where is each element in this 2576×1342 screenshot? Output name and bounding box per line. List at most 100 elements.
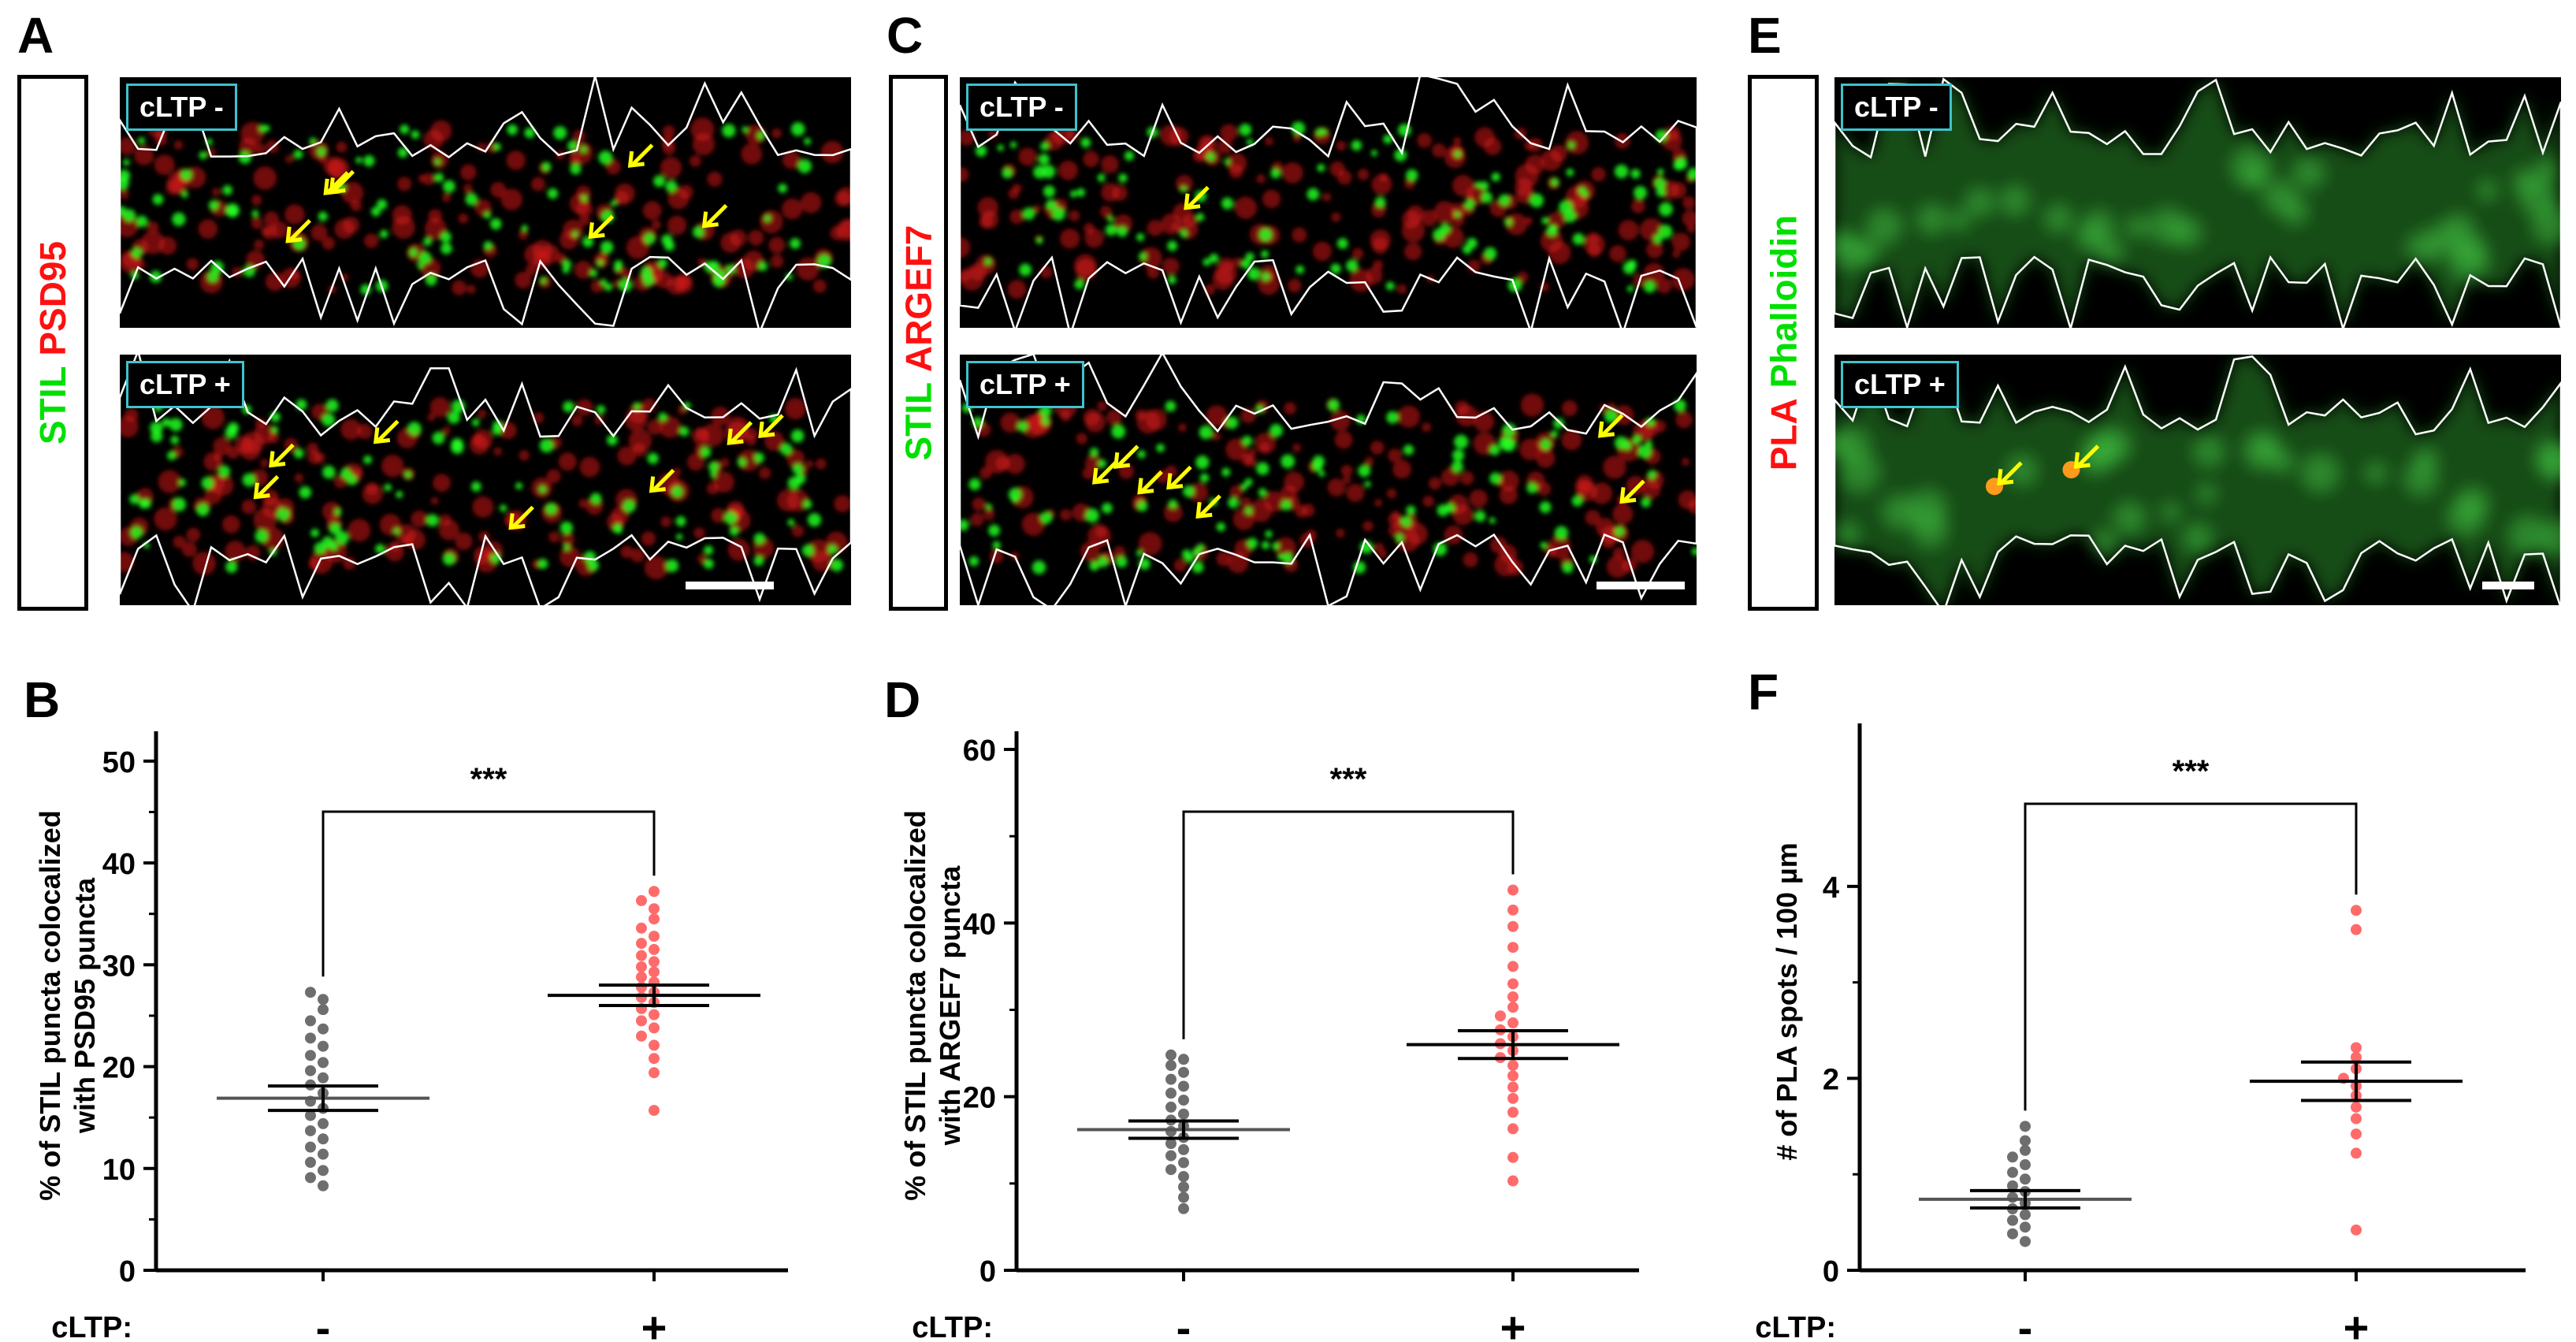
red-puncta <box>452 280 467 296</box>
red-puncta <box>672 467 682 476</box>
arrow-shaft <box>1199 494 1221 517</box>
red-puncta <box>1519 438 1541 461</box>
green-puncta <box>1406 169 1418 182</box>
red-puncta <box>472 496 494 518</box>
green-puncta <box>1643 281 1656 293</box>
red-puncta <box>1256 174 1266 184</box>
data-point <box>1165 1073 1176 1085</box>
red-puncta <box>1060 229 1080 249</box>
green-puncta <box>1032 560 1046 574</box>
arrow-shaft <box>1601 414 1624 436</box>
red-puncta <box>689 155 701 167</box>
green-puncta <box>764 214 771 222</box>
red-puncta <box>433 474 451 493</box>
green-puncta <box>451 441 464 455</box>
arrow-head <box>1092 467 1110 485</box>
red-puncta <box>1058 160 1078 180</box>
green-puncta <box>1614 526 1625 537</box>
green-puncta <box>1433 229 1445 241</box>
red-puncta <box>1084 455 1102 471</box>
red-puncta <box>284 204 305 225</box>
red-puncta <box>336 141 348 153</box>
red-puncta <box>381 455 404 478</box>
red-puncta <box>1033 205 1042 214</box>
red-puncta <box>1216 551 1232 567</box>
red-puncta <box>427 413 436 422</box>
red-puncta <box>294 473 304 483</box>
red-puncta <box>1370 441 1385 455</box>
green-puncta <box>587 559 600 571</box>
red-puncta <box>1373 542 1385 553</box>
green-puncta <box>408 247 418 258</box>
panel-letter-E: E <box>1748 7 1782 64</box>
red-puncta <box>441 193 451 203</box>
red-puncta <box>835 191 850 207</box>
red-puncta <box>1161 213 1182 235</box>
green-puncta <box>1168 499 1178 509</box>
green-puncta <box>1614 436 1628 450</box>
red-puncta <box>493 447 502 456</box>
micrograph-E-bottom: cLTP + <box>1834 355 2561 605</box>
red-puncta <box>1417 132 1432 148</box>
green-puncta <box>1614 164 1629 179</box>
green-puncta <box>1317 163 1325 173</box>
red-puncta <box>834 495 851 513</box>
x-category-label: - <box>316 1303 331 1342</box>
red-puncta <box>1626 475 1645 496</box>
green-puncta <box>1097 459 1106 468</box>
red-puncta <box>576 399 593 416</box>
red-puncta <box>574 260 593 279</box>
red-puncta <box>1397 405 1420 428</box>
red-puncta <box>1147 220 1164 236</box>
arrow-shaft <box>652 468 675 491</box>
red-puncta <box>1000 412 1020 433</box>
green-puncta <box>172 212 186 226</box>
data-point <box>2351 1128 2362 1140</box>
phalloidin-blob <box>1838 452 1880 493</box>
x-prefix-label: cLTP: <box>51 1311 132 1342</box>
green-puncta <box>322 465 336 479</box>
green-puncta <box>1641 497 1651 507</box>
data-point <box>2351 1051 2362 1063</box>
y-axis-label: % of STIL puncta colocalizedwith ARGEF7 … <box>899 810 966 1200</box>
red-puncta <box>518 230 528 240</box>
green-puncta <box>417 262 424 270</box>
green-puncta <box>790 122 805 136</box>
green-puncta <box>178 478 187 487</box>
red-puncta <box>515 271 532 289</box>
red-puncta <box>1453 136 1462 146</box>
data-point <box>1178 1080 1189 1092</box>
phalloidin-blob <box>2192 435 2225 468</box>
green-puncta <box>1370 150 1377 157</box>
red-puncta <box>960 167 969 182</box>
red-puncta <box>1138 532 1162 556</box>
red-puncta <box>1422 422 1432 433</box>
red-puncta <box>1671 232 1691 251</box>
red-puncta <box>805 459 813 468</box>
red-puncta <box>241 499 257 515</box>
red-puncta <box>1292 134 1302 143</box>
green-puncta <box>396 491 403 499</box>
green-puncta <box>1454 150 1462 158</box>
arrow-shaft <box>2077 444 2100 467</box>
data-point <box>1165 1164 1176 1176</box>
data-point <box>2007 1214 2018 1226</box>
red-puncta <box>1288 278 1302 293</box>
red-puncta <box>530 177 546 191</box>
significance-label: *** <box>2173 754 2210 789</box>
data-point <box>1507 1002 1518 1013</box>
green-puncta <box>1043 185 1055 198</box>
green-puncta <box>335 531 349 545</box>
red-puncta <box>422 173 435 186</box>
data-point <box>636 1030 647 1042</box>
scale-bar-A <box>686 582 774 589</box>
red-puncta <box>812 279 827 293</box>
data-point <box>1165 1101 1176 1113</box>
green-puncta <box>1035 236 1043 244</box>
green-puncta <box>314 542 326 555</box>
red-puncta <box>1044 132 1063 151</box>
green-puncta <box>1400 515 1412 527</box>
green-puncta <box>1242 436 1253 447</box>
red-puncta <box>1618 220 1639 241</box>
red-puncta <box>1189 483 1209 503</box>
